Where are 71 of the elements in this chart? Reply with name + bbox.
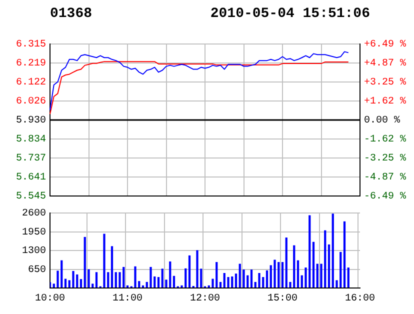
bar <box>223 273 226 288</box>
bar <box>296 260 300 288</box>
bar <box>169 261 172 288</box>
bar <box>258 273 260 288</box>
y-tick-label: 5.834 <box>16 134 46 146</box>
y-tick-label: 6.315 <box>16 40 46 51</box>
bar <box>231 276 234 288</box>
y-tick-label: 5.545 <box>16 192 46 203</box>
y-tick-label: 5.737 <box>16 154 46 165</box>
bar <box>234 274 238 288</box>
bar <box>324 230 326 288</box>
bar <box>266 270 268 288</box>
y2-tick-label: -1.62 % <box>364 134 406 146</box>
bar <box>285 238 288 288</box>
y2-tick-label: +3.25 % <box>364 78 406 89</box>
x-tick-label: 15:00 <box>267 294 298 305</box>
bar <box>262 277 264 288</box>
bar <box>110 246 114 288</box>
bar <box>216 262 218 288</box>
bar <box>238 264 241 288</box>
bar <box>72 270 74 288</box>
bar <box>84 236 86 288</box>
bar <box>150 266 152 288</box>
bar <box>196 250 198 288</box>
bar <box>161 268 164 288</box>
y-tick-label: 1300 <box>22 246 46 258</box>
y-tick-label: 6.026 <box>16 96 46 108</box>
y-tick-label: 1950 <box>22 227 46 238</box>
x-tick-label: 11:00 <box>112 294 143 305</box>
bar <box>134 266 136 288</box>
bar <box>347 268 350 288</box>
bar <box>293 245 296 288</box>
bar <box>332 214 334 288</box>
bar <box>278 262 280 288</box>
bar <box>227 277 230 288</box>
y2-tick-label: +4.87 % <box>364 58 406 70</box>
y-tick-label: 2600 <box>22 208 46 220</box>
bar <box>157 277 160 288</box>
bar <box>343 221 346 288</box>
y2-tick-label: -3.25 % <box>364 154 406 165</box>
bar <box>76 274 78 288</box>
bar <box>274 260 276 288</box>
y2-tick-label: -4.87 % <box>364 172 406 184</box>
bar <box>95 272 98 288</box>
bar <box>281 262 284 288</box>
y-tick-label: 6.122 <box>16 78 46 89</box>
x-tick-label: 12:00 <box>190 294 220 305</box>
bar <box>316 264 318 288</box>
y-tick-label: 6.219 <box>16 58 46 70</box>
x-tick-label: 10:00 <box>34 294 66 305</box>
y-tick-label: 650 <box>28 264 46 276</box>
bar <box>60 260 63 288</box>
bar <box>122 266 125 288</box>
y2-tick-label: +1.62 % <box>364 96 406 108</box>
y-tick-label: 5.641 <box>16 172 46 184</box>
chart-subtitle: 2010-05-04 15:51:06 <box>210 6 370 22</box>
bar <box>188 255 191 288</box>
bar <box>312 242 315 288</box>
chart-title: 01368 <box>50 6 92 22</box>
bar <box>103 234 106 288</box>
bar <box>184 268 187 288</box>
bar <box>328 244 330 288</box>
bar <box>340 252 342 288</box>
x-tick-label: 16:00 <box>344 294 376 305</box>
y-tick-label: 5.930 <box>16 116 46 127</box>
bar <box>250 270 253 288</box>
bar <box>308 215 311 288</box>
y2-tick-label: +6.49 % <box>364 40 406 51</box>
bar <box>114 272 117 288</box>
y2-tick-label: -6.49 % <box>364 192 406 203</box>
y2-tick-label: 0.00 % <box>364 116 400 127</box>
